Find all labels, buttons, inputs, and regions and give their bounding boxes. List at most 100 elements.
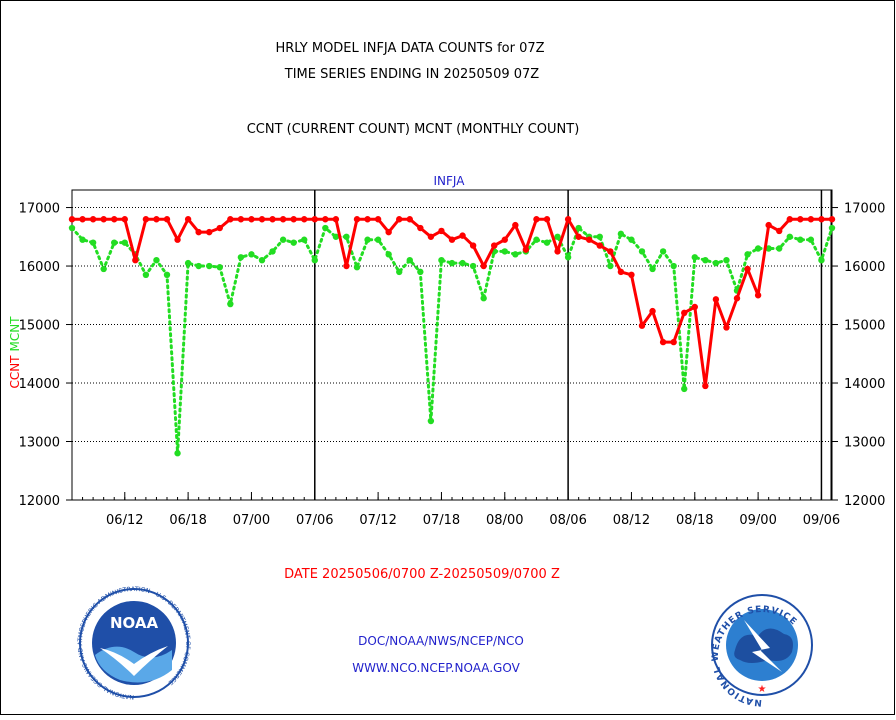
ytick-label-right-12000: 12000 bbox=[844, 494, 885, 509]
point-mcnt bbox=[765, 245, 772, 252]
point-ccnt bbox=[406, 216, 413, 223]
point-mcnt bbox=[828, 224, 836, 232]
point-ccnt bbox=[754, 292, 762, 299]
point-mcnt bbox=[638, 248, 646, 255]
footer-url: WWW.NCO.NCEP.NOAA.GOV bbox=[352, 661, 520, 675]
point-mcnt bbox=[195, 262, 202, 270]
point-ccnt bbox=[480, 262, 487, 270]
ytick-label-right-13000: 13000 bbox=[844, 436, 885, 451]
xtick-label: 08/00 bbox=[486, 513, 523, 528]
point-mcnt bbox=[818, 256, 825, 264]
point-mcnt bbox=[301, 236, 308, 243]
point-mcnt bbox=[248, 251, 255, 258]
ytick-label-left-13000: 13000 bbox=[19, 436, 60, 451]
point-mcnt bbox=[670, 262, 677, 270]
point-mcnt bbox=[417, 268, 424, 276]
point-mcnt bbox=[396, 268, 403, 276]
point-mcnt bbox=[237, 254, 245, 261]
point-ccnt bbox=[712, 296, 720, 303]
xtick-label: 08/06 bbox=[549, 513, 586, 528]
point-mcnt bbox=[68, 224, 76, 232]
point-mcnt bbox=[754, 245, 762, 252]
point-mcnt bbox=[184, 259, 192, 267]
point-ccnt bbox=[290, 216, 297, 223]
series-ccnt bbox=[68, 216, 836, 390]
point-mcnt bbox=[353, 264, 361, 271]
point-mcnt bbox=[258, 256, 266, 264]
point-ccnt bbox=[543, 216, 551, 223]
point-ccnt bbox=[322, 216, 329, 223]
point-ccnt bbox=[797, 216, 804, 223]
point-mcnt bbox=[681, 385, 688, 393]
ytick-label-right-16000: 16000 bbox=[844, 260, 885, 275]
point-ccnt bbox=[818, 216, 825, 223]
ylabel-mcnt: MCNT bbox=[8, 316, 22, 352]
point-ccnt bbox=[417, 224, 424, 232]
series-group bbox=[68, 216, 836, 457]
ytick-label-left-12000: 12000 bbox=[19, 494, 60, 509]
point-ccnt bbox=[723, 324, 730, 331]
point-ccnt bbox=[533, 216, 540, 223]
point-ccnt bbox=[564, 216, 572, 223]
x-axis: 06/12 06/18 07/00 07/06 07/12 07/18 08/00 08/06… bbox=[71, 492, 840, 528]
point-ccnt bbox=[343, 262, 350, 270]
noaa-logo-text: NOAA bbox=[110, 614, 159, 632]
point-ccnt bbox=[227, 216, 234, 223]
point-ccnt bbox=[659, 338, 667, 346]
point-mcnt bbox=[702, 256, 709, 264]
point-mcnt bbox=[100, 265, 107, 273]
point-ccnt bbox=[522, 246, 530, 253]
point-mcnt bbox=[628, 236, 635, 243]
point-mcnt bbox=[111, 239, 118, 246]
point-ccnt bbox=[427, 233, 435, 240]
xtick-label: 06/18 bbox=[169, 513, 206, 528]
ytick-label-right-15000: 15000 bbox=[844, 319, 885, 334]
point-ccnt bbox=[353, 216, 361, 223]
point-mcnt bbox=[554, 233, 561, 240]
date-range: DATE 20250506/0700 Z-20250509/0700 Z bbox=[284, 567, 560, 582]
point-mcnt bbox=[469, 262, 477, 270]
point-ccnt bbox=[364, 216, 371, 223]
ytick-label-left-17000: 17000 bbox=[19, 202, 60, 217]
y-axis-right: 12000 13000 14000 15000 16000 17000 bbox=[832, 202, 885, 509]
xtick-label: 09/06 bbox=[803, 513, 840, 528]
point-ccnt bbox=[237, 216, 245, 223]
point-ccnt bbox=[184, 216, 192, 223]
point-mcnt bbox=[174, 450, 181, 457]
y-axis-left: 12000 13000 14000 15000 16000 17000 bbox=[19, 202, 72, 509]
point-ccnt bbox=[638, 322, 646, 329]
ytick-label-left-15000: 15000 bbox=[19, 319, 60, 334]
footer-org: DOC/NOAA/NWS/NCEP/NCO bbox=[358, 634, 524, 648]
point-ccnt bbox=[79, 216, 86, 223]
point-mcnt bbox=[776, 245, 783, 252]
point-ccnt bbox=[248, 216, 255, 223]
point-ccnt bbox=[807, 216, 815, 223]
point-ccnt bbox=[786, 216, 793, 223]
point-ccnt bbox=[575, 233, 582, 240]
point-ccnt bbox=[258, 216, 266, 223]
point-ccnt bbox=[681, 309, 688, 317]
xtick-label: 08/12 bbox=[613, 513, 650, 528]
point-mcnt bbox=[448, 259, 456, 267]
point-ccnt bbox=[586, 236, 593, 243]
point-ccnt bbox=[374, 216, 382, 223]
point-ccnt bbox=[828, 216, 836, 223]
point-mcnt bbox=[512, 251, 519, 258]
point-ccnt bbox=[332, 216, 340, 223]
point-ccnt bbox=[142, 216, 150, 223]
point-mcnt bbox=[649, 265, 656, 273]
ytick-label-right-14000: 14000 bbox=[844, 377, 885, 392]
point-mcnt bbox=[216, 264, 223, 271]
point-mcnt bbox=[374, 236, 382, 243]
point-mcnt bbox=[744, 251, 751, 258]
plot-station-label: INFJA bbox=[434, 174, 466, 188]
point-ccnt bbox=[269, 216, 276, 223]
point-ccnt bbox=[617, 268, 625, 276]
point-ccnt bbox=[554, 248, 561, 255]
point-mcnt bbox=[142, 271, 150, 279]
point-ccnt bbox=[469, 242, 477, 249]
point-mcnt bbox=[480, 295, 487, 302]
point-mcnt bbox=[311, 256, 318, 264]
